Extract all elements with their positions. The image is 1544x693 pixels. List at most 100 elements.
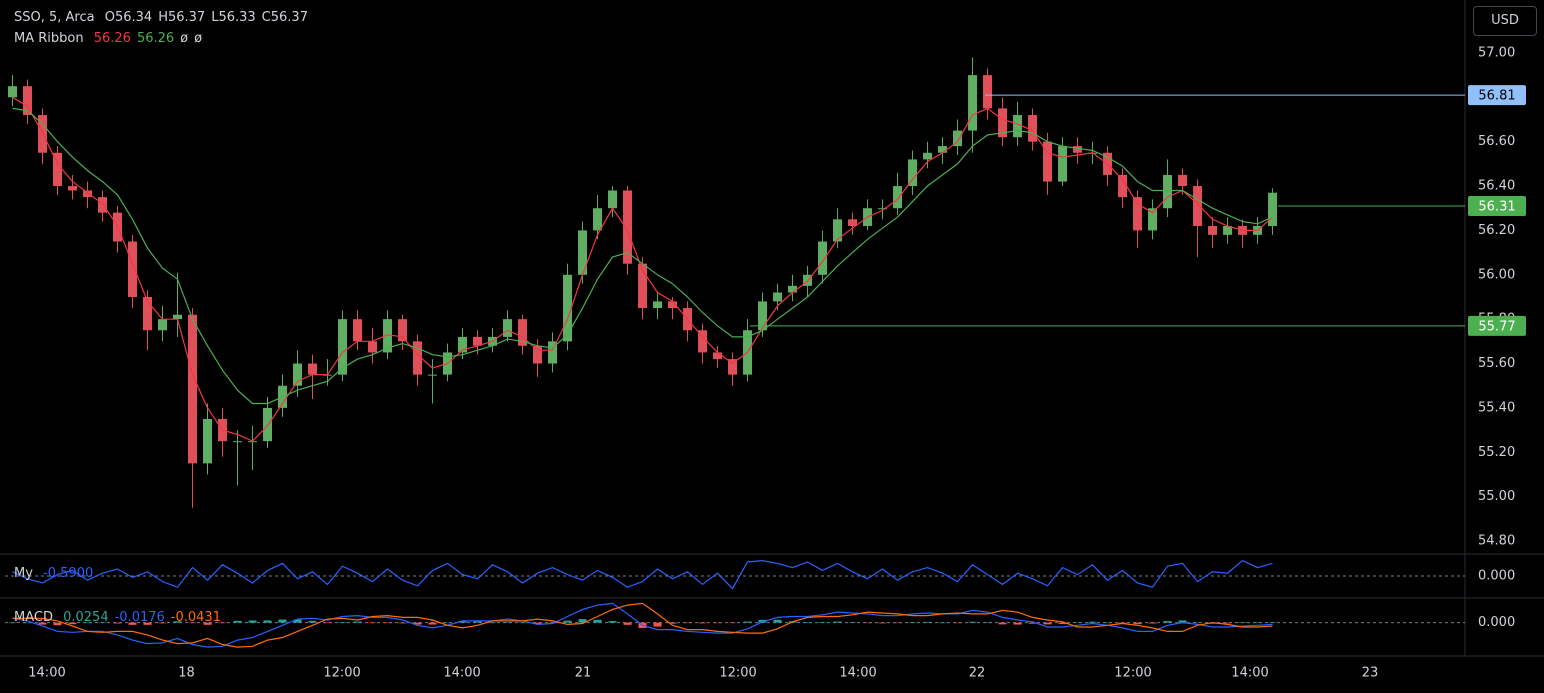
histogram-bar	[713, 622, 722, 624]
histogram-bar	[803, 622, 812, 623]
histogram-bar	[563, 620, 572, 623]
x-tick-label: 14:00	[1231, 666, 1268, 681]
candle-body	[188, 314, 198, 464]
y-tick-label: 54.80	[1478, 534, 1515, 549]
candle-body	[608, 190, 618, 209]
histogram-bar	[818, 622, 827, 623]
histogram-bar	[1058, 622, 1067, 624]
candle-body	[398, 319, 408, 342]
indicator-value: 56.26	[136, 31, 175, 46]
y-tick-label: 57.00	[1478, 45, 1515, 60]
candle-body	[818, 241, 828, 275]
y-tick-label: 56.60	[1478, 134, 1515, 149]
candle-body	[1073, 146, 1083, 153]
histogram-bar	[323, 622, 332, 624]
candle-body	[698, 330, 708, 353]
x-tick-label: 21	[575, 666, 592, 681]
indicator-value: -0.0431	[170, 610, 221, 625]
histogram-bar	[1238, 622, 1247, 623]
x-tick-label: 14:00	[443, 666, 480, 681]
histogram-bar	[458, 620, 467, 623]
indicator-line	[12, 559, 1273, 590]
histogram-bar	[1043, 622, 1052, 625]
currency-button[interactable]: USD	[1473, 6, 1537, 36]
histogram-bar	[833, 621, 842, 623]
histogram-bar	[653, 622, 662, 627]
histogram-bar	[698, 622, 707, 624]
histogram-bar	[308, 620, 317, 623]
symbol-legend: SSO, 5, Arca O56.34 H56.37 L56.33 C56.37	[14, 10, 314, 25]
histogram-bar	[923, 621, 932, 623]
candle-body	[428, 374, 438, 376]
indicator-value: 0.0254	[63, 610, 109, 625]
candle-body	[353, 319, 363, 342]
indicator-name: MACD	[14, 610, 53, 625]
candle-body	[293, 363, 303, 386]
indicator-name: MA Ribbon	[14, 31, 84, 46]
candle-body	[1013, 115, 1023, 138]
my-legend: My -0.5900	[14, 566, 99, 581]
indicator-na: ø	[194, 31, 203, 46]
candle-body	[98, 197, 108, 213]
histogram-bar	[428, 622, 437, 625]
price-label: 56.81	[1478, 89, 1515, 104]
price-label-box	[1468, 85, 1526, 106]
histogram-bar	[203, 622, 212, 625]
candle-body	[1148, 208, 1158, 231]
x-tick-label: 12:00	[719, 666, 756, 681]
candle-body	[728, 359, 738, 375]
histogram-bar	[8, 622, 17, 624]
histogram-bar	[293, 619, 302, 623]
candle-body	[1118, 174, 1128, 198]
histogram-bar	[23, 622, 32, 624]
candle-body	[383, 319, 393, 353]
histogram-bar	[1088, 621, 1097, 623]
candle-body	[623, 190, 633, 264]
y-tick-label: 55.40	[1478, 400, 1515, 415]
histogram-bar	[233, 620, 242, 623]
candle-body	[803, 274, 813, 286]
y-tick-label: 55.00	[1478, 489, 1515, 504]
candle-body	[713, 352, 723, 360]
candle-body	[653, 301, 663, 309]
y-tick-label: 56.20	[1478, 223, 1515, 238]
candle-body	[1133, 197, 1143, 231]
histogram-bar	[53, 622, 62, 626]
candle-body	[638, 263, 648, 309]
histogram-bar	[1028, 622, 1037, 624]
candle-body	[263, 407, 273, 442]
candle-body	[593, 208, 603, 231]
candle-body	[998, 108, 1008, 138]
indicator-value: -0.5900	[43, 566, 94, 581]
candle-body	[983, 75, 993, 109]
candle-body	[878, 208, 888, 210]
histogram-bar	[218, 622, 227, 624]
candle-body	[923, 152, 933, 160]
candle-body	[938, 146, 948, 153]
candle-body	[203, 418, 213, 464]
candle-body	[758, 301, 768, 331]
y-tick-label: 56.40	[1478, 179, 1515, 194]
candle-body	[158, 319, 168, 331]
histogram-bar	[368, 622, 377, 624]
histogram-bar	[488, 622, 497, 624]
x-tick-label: 23	[1362, 666, 1379, 681]
candle-body	[908, 159, 918, 187]
histogram-bar	[998, 622, 1007, 625]
histogram-bar	[443, 622, 452, 624]
candle-body	[548, 341, 558, 364]
candle-body	[458, 336, 468, 353]
histogram-bar	[1073, 622, 1082, 623]
candle-body	[788, 285, 798, 293]
candle-body	[23, 86, 33, 116]
macd-line	[12, 602, 1273, 648]
x-tick-label: 18	[178, 666, 195, 681]
ohlc-value: H56.37	[158, 10, 206, 25]
histogram-bar	[953, 622, 962, 624]
candle-body	[1043, 141, 1053, 182]
candle-body	[8, 86, 18, 98]
histogram-bar	[1178, 620, 1187, 623]
candle-body	[518, 319, 528, 346]
candle-body	[893, 186, 903, 209]
